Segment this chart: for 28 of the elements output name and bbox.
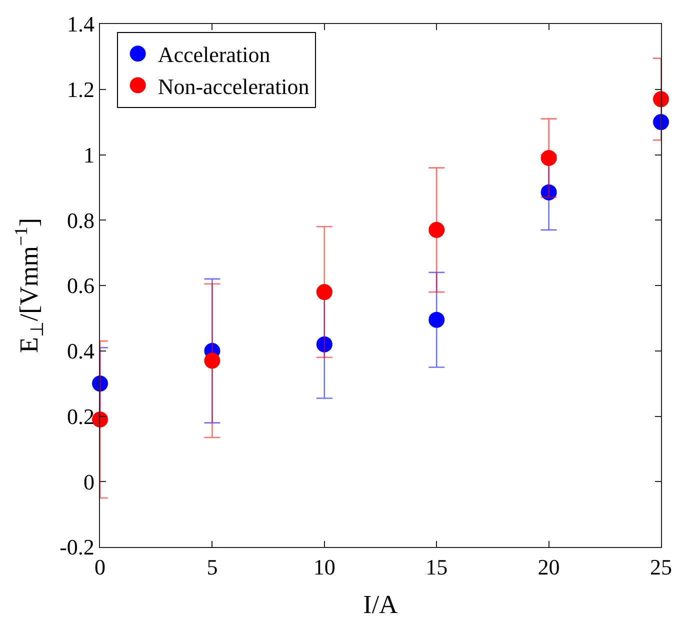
legend-label: Acceleration [158, 42, 270, 68]
x-axis-title: I/A [363, 590, 398, 619]
y-tick-label: 1.2 [66, 77, 94, 102]
x-tick-label: 5 [206, 554, 218, 580]
y-tick-label: 0.8 [66, 208, 94, 233]
y-tick-label: 1 [83, 142, 94, 168]
point [540, 150, 557, 166]
y-tick-label: 0.4 [66, 338, 94, 364]
point [653, 114, 669, 130]
y-tick-label: 0.6 [66, 273, 94, 298]
x-tick-label: 10 [313, 554, 336, 580]
point [316, 336, 332, 352]
y-tick-label: 0 [83, 469, 94, 494]
point [428, 312, 445, 328]
x-tick-label: 15 [426, 554, 448, 580]
y-tick-label: 1.4 [66, 12, 94, 37]
y-tick-label: 0.2 [66, 404, 94, 429]
point [92, 412, 108, 428]
legend-label: Non-acceleration [158, 74, 310, 99]
point [92, 376, 108, 392]
y-tick-label: -0.2 [60, 534, 94, 560]
point [428, 222, 445, 238]
x-tick-label: 25 [650, 554, 672, 580]
point [204, 352, 220, 369]
x-tick-label: 20 [538, 554, 560, 580]
point [316, 284, 332, 300]
point [540, 184, 557, 200]
point [653, 91, 669, 108]
